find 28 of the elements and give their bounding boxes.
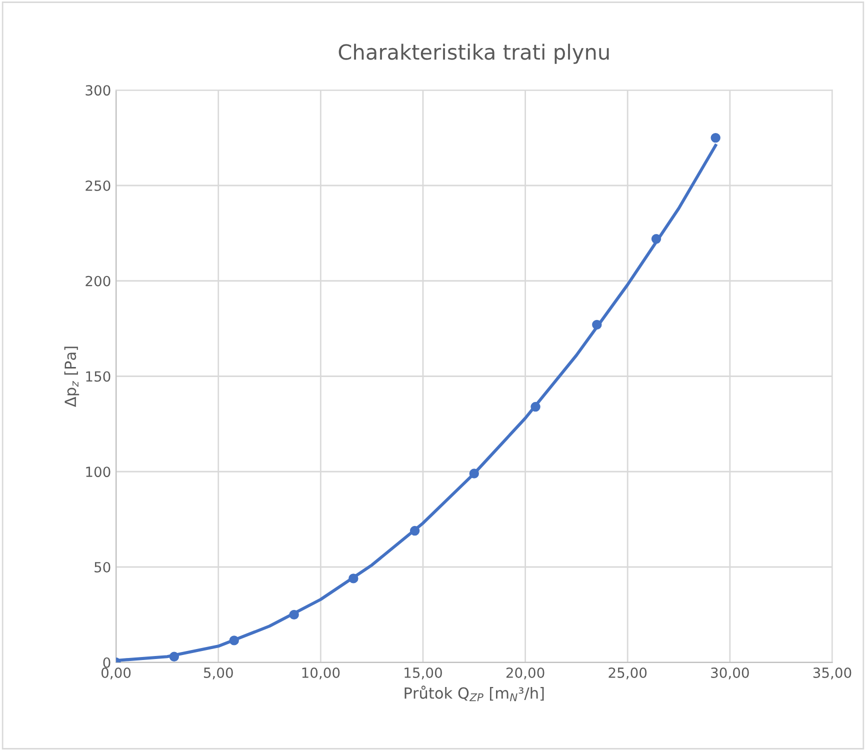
y-tick-label: 50 xyxy=(94,562,110,572)
x-tick-label: 15,00 xyxy=(404,667,442,680)
point xyxy=(289,610,299,620)
y-tick-label: 250 xyxy=(86,180,110,191)
y-tick-label: 200 xyxy=(86,276,110,286)
x-axis-title: Průtok Q$_{ZP}$ [m$_{N}$³/h] xyxy=(404,686,544,702)
y-tick-label: 150 xyxy=(86,371,110,382)
x-tick-label: 20,00 xyxy=(506,667,544,680)
point xyxy=(169,652,180,662)
point xyxy=(651,234,662,244)
y-tick-label: 100 xyxy=(86,466,110,478)
point xyxy=(348,574,358,584)
y-tick-label: 0 xyxy=(103,657,110,668)
point xyxy=(469,468,479,478)
x-tick-label: 10,00 xyxy=(302,667,340,680)
x-tick-label: 35,00 xyxy=(813,667,852,680)
x-tick-label: 0,00 xyxy=(102,667,131,680)
point xyxy=(592,320,602,330)
x-tick-label: 25,00 xyxy=(608,667,647,680)
x-tick-label: 5,00 xyxy=(204,667,233,680)
x-tick-label: 30,00 xyxy=(711,667,749,680)
point xyxy=(710,132,720,143)
point xyxy=(530,402,540,412)
y-axis-title: Δp$_{z}$ [Pa] xyxy=(64,346,80,407)
chart-title: Charakteristika trati plynu xyxy=(338,44,609,64)
point xyxy=(410,526,420,536)
point xyxy=(229,636,239,646)
y-tick-label: 300 xyxy=(86,85,110,96)
